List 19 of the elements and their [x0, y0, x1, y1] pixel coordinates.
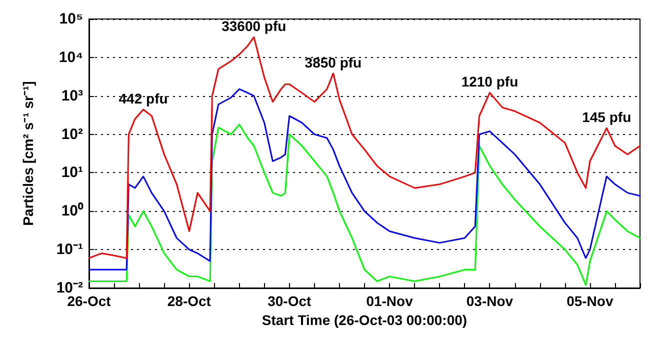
x-tick-label: 03-Nov [466, 293, 514, 309]
y-tick-label: 10⁴ [58, 48, 83, 66]
annotation: 1210 pfu [461, 74, 518, 90]
y-tick-label: 10⁻¹ [56, 241, 83, 258]
annotation: 442 pfu [118, 90, 168, 106]
x-axis-title: Start Time (26-Oct-03 00:00:00) [262, 312, 468, 328]
y-tick-label: 10² [61, 126, 83, 143]
y-tick-label: 10¹ [61, 164, 83, 182]
y-axis-title: Particles [cm² s⁻¹ sr⁻¹] [20, 81, 36, 226]
x-tick-label: 05-Nov [566, 293, 614, 309]
x-tick-label: 30-Oct [268, 293, 312, 309]
x-tick-label: 28-Oct [167, 293, 212, 309]
y-tick-label: 10³ [61, 87, 83, 104]
annotation: 3850 pfu [304, 54, 362, 70]
annotation: 145 pfu [582, 109, 632, 126]
x-tick-label: 01-Nov [366, 293, 414, 309]
y-tick-label: 10⁵ [59, 10, 83, 28]
annotation: 33600 pfu [222, 18, 286, 34]
y-tick-label: 10⁰ [61, 202, 84, 220]
